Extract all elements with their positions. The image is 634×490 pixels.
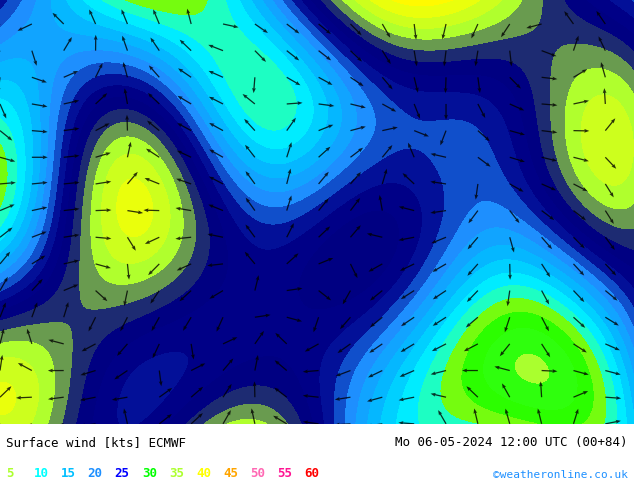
Text: ©weatheronline.co.uk: ©weatheronline.co.uk	[493, 470, 628, 480]
Text: 10: 10	[34, 467, 48, 480]
Text: 5: 5	[6, 467, 14, 480]
Text: 25: 25	[115, 467, 130, 480]
Text: Surface wind [kts] ECMWF: Surface wind [kts] ECMWF	[6, 436, 186, 449]
Text: 20: 20	[87, 467, 103, 480]
Text: 15: 15	[60, 467, 75, 480]
Text: 55: 55	[277, 467, 292, 480]
Text: 40: 40	[196, 467, 211, 480]
Text: 30: 30	[142, 467, 157, 480]
Text: 45: 45	[223, 467, 238, 480]
Text: Mo 06-05-2024 12:00 UTC (00+84): Mo 06-05-2024 12:00 UTC (00+84)	[395, 436, 628, 449]
Text: 50: 50	[250, 467, 265, 480]
Text: 35: 35	[169, 467, 184, 480]
Text: 60: 60	[304, 467, 320, 480]
